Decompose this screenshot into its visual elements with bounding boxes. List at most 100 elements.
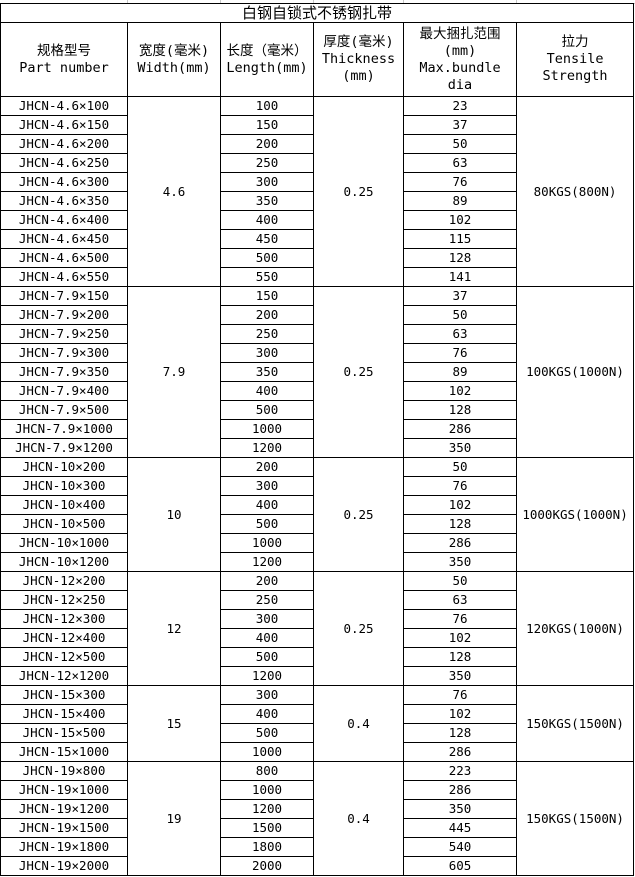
title-row: 白钢自锁式不锈钢扎带 xyxy=(0,3,635,23)
bundle-dia-cell: 23 xyxy=(403,96,517,116)
bundle-dia-cell: 350 xyxy=(403,666,517,686)
tensile-cell: 1000KGS(1000N) xyxy=(515,457,635,572)
header-part-number: 规格型号 Part number xyxy=(0,22,128,97)
part-number-cell: JHCN-4.6×550 xyxy=(0,267,128,287)
bundle-dia-cell: 540 xyxy=(403,837,517,857)
bundle-dia-cell: 76 xyxy=(403,172,517,192)
part-number-cell: JHCN-19×1200 xyxy=(0,799,128,819)
bundle-dia-cell: 50 xyxy=(403,571,517,591)
length-cell: 300 xyxy=(220,343,314,363)
table-row: JHCN-12×300 300 76 xyxy=(0,609,634,629)
table-row: JHCN-7.9×250 250 63 xyxy=(0,324,634,344)
length-cell: 400 xyxy=(220,210,314,230)
length-cell: 500 xyxy=(220,248,314,268)
table-row: JHCN-15×400 400 102 xyxy=(0,704,634,724)
length-cell: 200 xyxy=(220,571,314,591)
part-number-cell: JHCN-12×200 xyxy=(0,571,128,591)
part-number-cell: JHCN-4.6×150 xyxy=(0,115,128,135)
part-number-cell: JHCN-7.9×350 xyxy=(0,362,128,382)
part-number-cell: JHCN-12×300 xyxy=(0,609,128,629)
part-number-cell: JHCN-10×300 xyxy=(0,476,128,496)
part-number-cell: JHCN-19×1000 xyxy=(0,780,128,800)
part-number-cell: JHCN-4.6×200 xyxy=(0,134,128,154)
part-number-cell: JHCN-7.9×300 xyxy=(0,343,128,363)
length-cell: 350 xyxy=(220,362,314,382)
table-row: JHCN-10×400 400 102 xyxy=(0,495,634,515)
header-cn: 厚度(毫米) xyxy=(323,34,394,50)
bundle-dia-cell: 102 xyxy=(403,210,517,230)
table-row: JHCN-4.6×500 500 128 xyxy=(0,248,634,268)
part-number-cell: JHCN-10×200 xyxy=(0,457,128,477)
length-cell: 1000 xyxy=(220,419,314,439)
table-row: JHCN-19×800 19 800 0.4 223 150KGS(1500N) xyxy=(0,761,635,876)
part-number-cell: JHCN-15×400 xyxy=(0,704,128,724)
length-cell: 1200 xyxy=(220,552,314,572)
length-cell: 100 xyxy=(220,96,314,116)
bundle-dia-cell: 445 xyxy=(403,818,517,838)
table-row: JHCN-10×300 300 76 xyxy=(0,476,634,496)
table-row: JHCN-7.9×150 7.9 150 0.25 37 100KGS(1000N) xyxy=(0,286,635,458)
bundle-dia-cell: 286 xyxy=(403,780,517,800)
header-en: Thickness (mm) xyxy=(321,51,396,84)
header-cn: 最大捆扎范围 (mm) xyxy=(419,25,501,59)
width-cell: 12 xyxy=(127,571,221,686)
bundle-dia-cell: 50 xyxy=(403,457,517,477)
table-row: JHCN-19×1000 1000 286 xyxy=(0,780,634,800)
length-cell: 500 xyxy=(220,400,314,420)
table-row: JHCN-10×1200 1200 350 xyxy=(0,552,634,572)
part-number-cell: JHCN-4.6×500 xyxy=(0,248,128,268)
bundle-dia-cell: 128 xyxy=(403,723,517,743)
width-cell: 7.9 xyxy=(127,286,221,458)
table-row: JHCN-10×200 10 200 0.25 50 1000KGS(1000N) xyxy=(0,457,635,572)
header-width: 宽度(毫米) Width(mm) xyxy=(127,22,221,97)
part-number-cell: JHCN-7.9×400 xyxy=(0,381,128,401)
bundle-dia-cell: 223 xyxy=(403,761,517,781)
part-number-cell: JHCN-10×1000 xyxy=(0,533,128,553)
length-cell: 400 xyxy=(220,495,314,515)
length-cell: 1000 xyxy=(220,742,314,762)
table-row: JHCN-7.9×1000 1000 286 xyxy=(0,419,634,439)
table-row: JHCN-19×2000 2000 605 xyxy=(0,856,634,876)
table-row: JHCN-7.9×400 400 102 xyxy=(0,381,634,401)
part-number-cell: JHCN-4.6×400 xyxy=(0,210,128,230)
part-number-cell: JHCN-19×800 xyxy=(0,761,128,781)
length-cell: 500 xyxy=(220,647,314,667)
header-cn: 长度（毫米） xyxy=(226,42,308,59)
thickness-cell: 0.25 xyxy=(313,457,404,572)
length-cell: 350 xyxy=(220,191,314,211)
bundle-dia-cell: 286 xyxy=(403,533,517,553)
thickness-cell: 0.25 xyxy=(313,96,404,287)
length-cell: 1200 xyxy=(220,799,314,819)
part-number-cell: JHCN-4.6×250 xyxy=(0,153,128,173)
header-thickness: 厚度(毫米) Thickness (mm) xyxy=(313,22,404,97)
bundle-dia-cell: 286 xyxy=(403,742,517,762)
bundle-dia-cell: 286 xyxy=(403,419,517,439)
length-cell: 400 xyxy=(220,381,314,401)
bundle-dia-cell: 63 xyxy=(403,324,517,344)
length-cell: 1000 xyxy=(220,780,314,800)
table-row: JHCN-7.9×200 200 50 xyxy=(0,305,634,325)
bundle-dia-cell: 76 xyxy=(403,685,517,705)
tensile-cell: 80KGS(800N) xyxy=(515,96,635,287)
part-number-cell: JHCN-12×500 xyxy=(0,647,128,667)
length-cell: 2000 xyxy=(220,856,314,876)
part-number-cell: JHCN-15×500 xyxy=(0,723,128,743)
header-cn: 拉力 xyxy=(561,34,589,50)
length-cell: 250 xyxy=(220,153,314,173)
header-row: 规格型号 Part number 宽度(毫米) Width(mm) 长度（毫米） Le… xyxy=(0,22,635,97)
table-row: JHCN-19×1500 1500 445 xyxy=(0,818,634,838)
part-number-cell: JHCN-19×2000 xyxy=(0,856,128,876)
length-cell: 300 xyxy=(220,172,314,192)
part-number-cell: JHCN-15×300 xyxy=(0,685,128,705)
length-cell: 1000 xyxy=(220,533,314,553)
table-row: JHCN-12×250 250 63 xyxy=(0,590,634,610)
part-number-cell: JHCN-10×1200 xyxy=(0,552,128,572)
header-en: Length(mm) xyxy=(226,59,308,76)
bundle-dia-cell: 102 xyxy=(403,628,517,648)
length-cell: 500 xyxy=(220,514,314,534)
bundle-dia-cell: 89 xyxy=(403,362,517,382)
table-row: JHCN-12×200 12 200 0.25 50 120KGS(1000N) xyxy=(0,571,635,686)
bundle-dia-cell: 128 xyxy=(403,514,517,534)
bundle-dia-cell: 141 xyxy=(403,267,517,287)
part-number-cell: JHCN-7.9×150 xyxy=(0,286,128,306)
